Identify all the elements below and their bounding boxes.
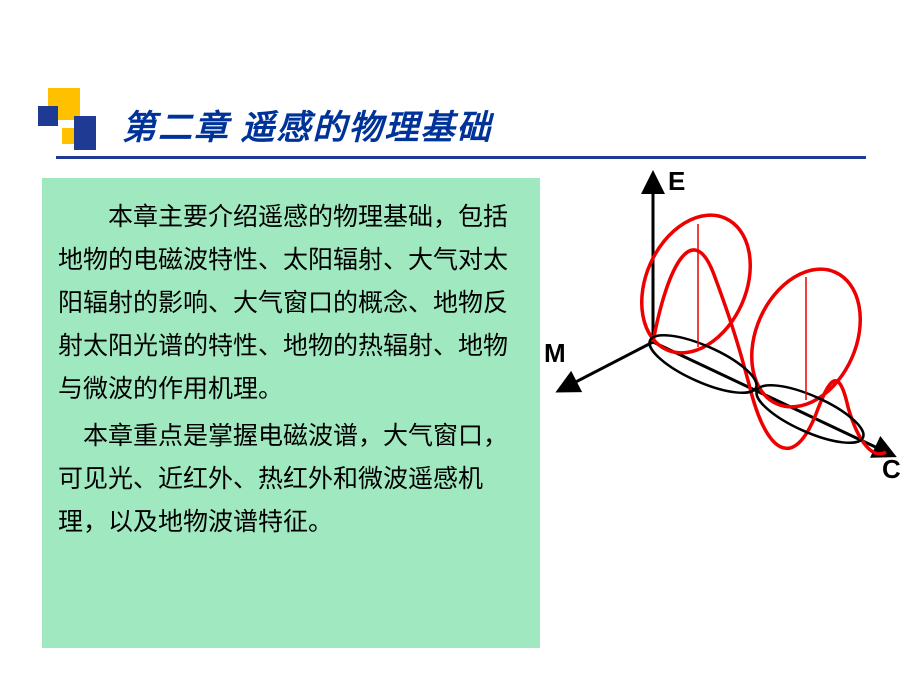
paragraph-1: 本章主要介绍遥感的物理基础，包括地物的电磁波特性、太阳辐射、大气对太阳辐射的影响…: [58, 196, 524, 411]
title-underline: [56, 156, 866, 159]
em-wave-diagram: E M C: [538, 162, 916, 482]
content-text-box: 本章主要介绍遥感的物理基础，包括地物的电磁波特性、太阳辐射、大气对太阳辐射的影响…: [42, 178, 540, 648]
e-field-lobe-1: [621, 198, 771, 370]
paragraph-2: 本章重点是掌握电磁波谱，大气窗口，可见光、近红外、热红外和微波遥感机理，以及地物…: [58, 415, 524, 544]
label-m: M: [544, 338, 566, 368]
label-e: E: [668, 166, 685, 196]
corner-decoration: [38, 88, 100, 158]
m-axis: [566, 342, 653, 387]
m-field-lobe-2: [750, 374, 871, 454]
chapter-title: 第二章 遥感的物理基础: [122, 100, 493, 149]
label-c: C: [882, 454, 901, 482]
